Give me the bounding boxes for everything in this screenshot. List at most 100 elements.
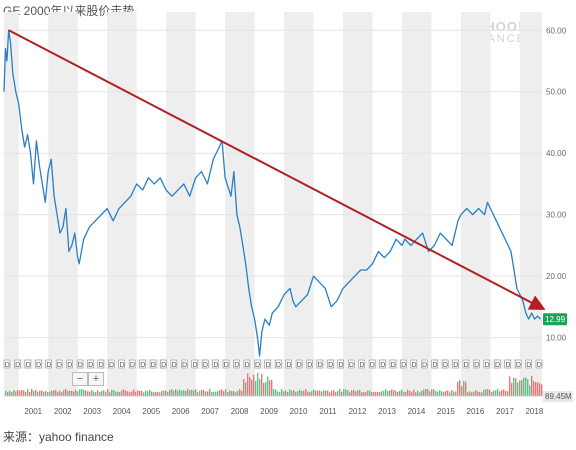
volume-bar [343, 389, 345, 396]
volume-bar [479, 392, 481, 396]
volume-bar [327, 390, 329, 396]
volume-bar [237, 390, 239, 396]
volume-bar [317, 390, 319, 396]
volume-bar [243, 378, 245, 396]
volume-bar [451, 390, 453, 396]
event-marker-box [128, 359, 136, 369]
event-marker: D [26, 362, 31, 369]
volume-bar [473, 391, 475, 396]
event-marker-box [274, 359, 282, 369]
volume-bar [425, 388, 427, 396]
event-marker: D [412, 362, 417, 369]
volume-bar [197, 392, 199, 396]
volume-bar [231, 390, 233, 396]
event-marker-box [494, 359, 501, 369]
event-marker-box [97, 359, 105, 369]
volume-bar [443, 392, 445, 396]
volume-bar [175, 389, 177, 396]
volume-bar [19, 390, 21, 396]
volume-bar [375, 391, 377, 396]
volume-bar [29, 391, 31, 396]
volume-bar [363, 391, 365, 396]
event-marker-box [389, 359, 397, 369]
y-tick-label: 30.00 [546, 211, 567, 220]
volume-bar [353, 390, 355, 396]
event-marker-box [295, 359, 303, 369]
volume-bar [309, 392, 311, 396]
volume-bar [541, 384, 543, 396]
event-marker-box [87, 359, 94, 369]
volume-bar [481, 392, 483, 396]
x-tick-label: 2014 [408, 407, 426, 416]
volume-bar [61, 392, 63, 396]
volume-bar [233, 391, 235, 396]
volume-bar [371, 392, 373, 396]
volume-bar [339, 388, 341, 396]
event-marker-box [14, 359, 21, 369]
volume-bar [161, 390, 163, 396]
event-marker: D [537, 362, 542, 369]
volume-bar [51, 390, 53, 396]
event-marker-box [525, 359, 532, 369]
volume-bar [457, 381, 459, 396]
volume-bar [171, 389, 173, 396]
volume-bar [219, 390, 221, 396]
zoom-out-button[interactable]: − [72, 372, 88, 386]
event-marker: D [36, 362, 41, 369]
volume-bar [49, 391, 51, 396]
volume-bar [223, 391, 225, 396]
event-marker-box [24, 359, 32, 369]
event-marker: D [99, 362, 104, 369]
event-marker: D [339, 362, 344, 369]
volume-bar [73, 391, 75, 396]
volume-bar [263, 382, 265, 396]
volume-bar [149, 389, 151, 396]
volume-bar [191, 389, 193, 396]
event-marker: D [15, 362, 20, 369]
volume-bar [63, 389, 65, 396]
volume-bar [55, 389, 57, 396]
volume-bar [373, 392, 375, 396]
zoom-in-button[interactable]: + [88, 372, 104, 386]
source-note: 来源：yahoo finance [3, 430, 114, 444]
volume-bar [523, 377, 525, 396]
volume-bar [215, 391, 217, 396]
volume-bars: 89.45M [5, 372, 573, 402]
volume-bar [529, 385, 531, 396]
event-marker-box [462, 359, 470, 369]
event-marker: D [464, 362, 469, 369]
volume-bar [329, 392, 331, 396]
volume-bar [109, 392, 111, 396]
trend-arrow-group [8, 29, 546, 310]
year-band [48, 12, 78, 396]
x-tick-label: 2016 [467, 407, 485, 416]
event-marker-box [347, 359, 355, 369]
volume-bar [411, 392, 413, 396]
volume-bar [153, 392, 155, 396]
volume-bar [505, 391, 507, 396]
event-marker-box [400, 359, 407, 369]
y-tick-label: 10.00 [546, 334, 567, 343]
volume-bar [435, 391, 437, 396]
volume-bar [255, 380, 257, 396]
volume-bar [229, 390, 231, 396]
volume-bar [517, 382, 519, 396]
volume-bar [293, 390, 295, 396]
volume-bar [33, 390, 35, 396]
volume-bar [273, 389, 275, 396]
volume-bar [79, 389, 81, 396]
volume-bar [455, 391, 457, 396]
volume-bar [387, 391, 389, 396]
volume-bar [439, 390, 441, 396]
volume-bar [393, 390, 395, 396]
volume-bar [211, 392, 213, 396]
volume-bar [151, 391, 153, 396]
event-marker-box [66, 359, 73, 369]
volume-label: 89.45M [545, 392, 572, 401]
volume-bar [535, 382, 537, 396]
event-marker: D [161, 362, 166, 369]
volume-bar [81, 389, 83, 396]
volume-bar [249, 377, 251, 396]
volume-bar [45, 391, 47, 396]
